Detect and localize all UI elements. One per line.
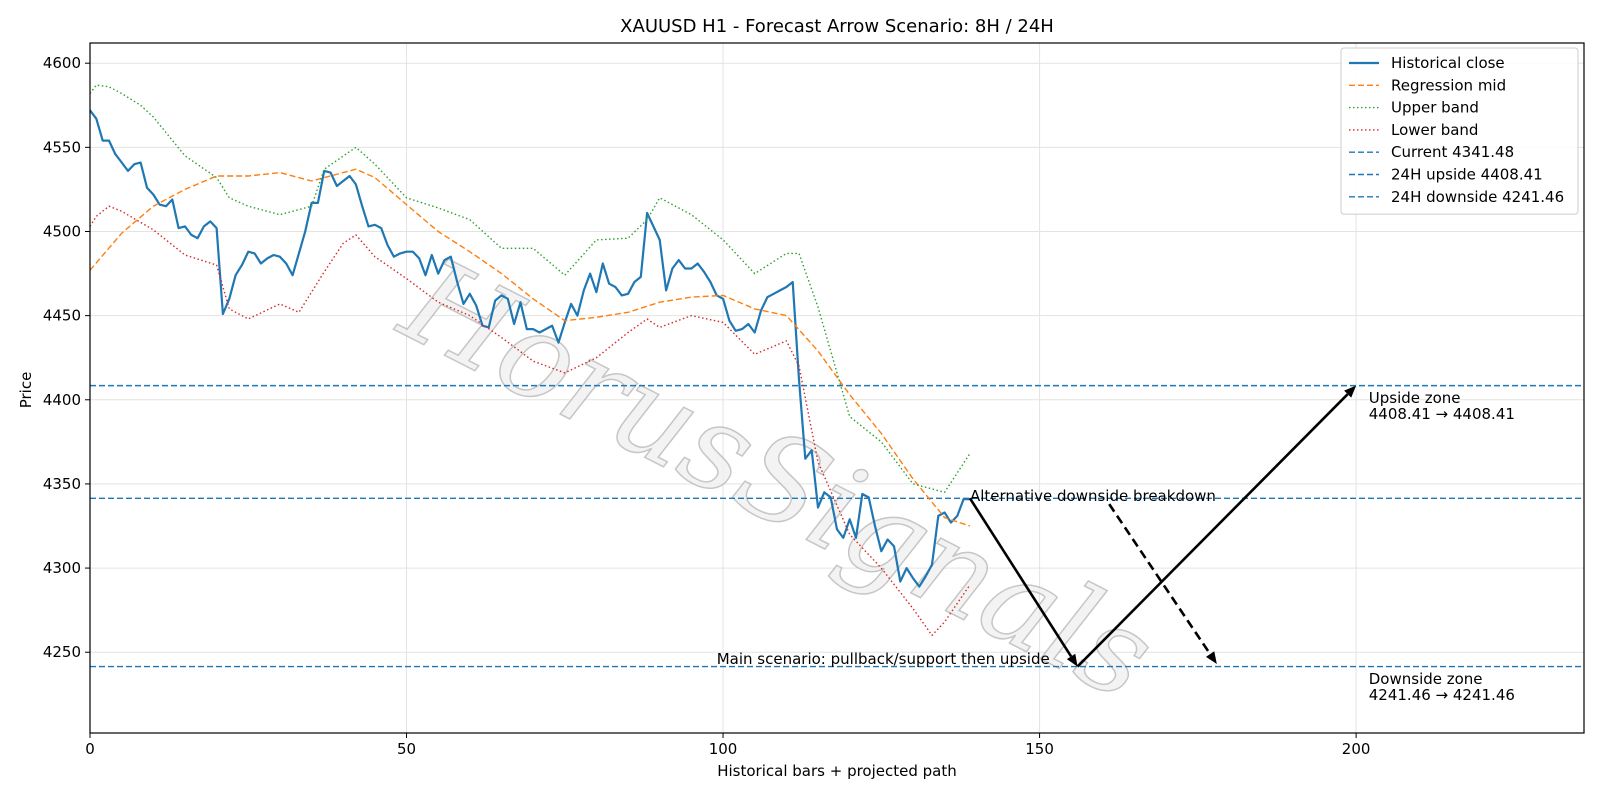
- series-line: [89, 109, 970, 588]
- y-axis-label: Price: [17, 372, 35, 409]
- zone-annotation: Upside zone: [1369, 389, 1461, 407]
- legend-label: Lower band: [1391, 121, 1478, 139]
- legend-label: 24H downside 4241.46: [1391, 188, 1564, 206]
- zone-annotation: Downside zone: [1369, 670, 1483, 688]
- axis-ticks: 0 50 100 150 200 4250 4300 4350 4400 4450 4500 4550…: [43, 54, 1371, 758]
- y-tick-label: 4350: [43, 475, 81, 493]
- legend-label: Upper band: [1391, 99, 1479, 117]
- legend-box: [1340, 47, 1579, 215]
- legend-label: Current 4341.48: [1391, 143, 1514, 161]
- series-line: [89, 205, 971, 637]
- series-lines: [89, 84, 971, 637]
- x-axis-label: Historical bars + projected path: [717, 762, 957, 780]
- y-tick-label: 4250: [43, 643, 81, 661]
- legend-label: Historical close: [1391, 54, 1505, 72]
- x-tick-label: 0: [85, 740, 95, 758]
- x-tick-label: 200: [1342, 740, 1371, 758]
- x-tick-label: 150: [1025, 740, 1054, 758]
- forecast-arrow-head: [1205, 651, 1217, 664]
- chart-title: XAUUSD H1 - Forecast Arrow Scenario: 8H …: [620, 16, 1054, 37]
- y-tick-label: 4500: [43, 222, 81, 240]
- y-tick-label: 4600: [43, 54, 81, 72]
- legend: Historical close Regression mid Upper band…: [1340, 47, 1579, 215]
- annotations: Alternative downside breakdown Main scena…: [717, 389, 1515, 704]
- legend-label: Regression mid: [1391, 76, 1506, 94]
- scenario-annotation: Alternative downside breakdown: [970, 487, 1216, 505]
- y-tick-label: 4450: [43, 307, 81, 325]
- y-tick-label: 4400: [43, 391, 81, 409]
- y-tick-label: 4550: [43, 138, 81, 156]
- scenario-annotation: Main scenario: pullback/support then ups…: [717, 650, 1050, 668]
- forecast-arrow-line: [1108, 503, 1212, 655]
- y-tick-label: 4300: [43, 559, 81, 577]
- x-tick-label: 50: [397, 740, 416, 758]
- level-lines: [90, 384, 1584, 668]
- forecast-arrow-line: [1076, 393, 1349, 668]
- forecast-arrows: [968, 385, 1357, 668]
- forecast-arrow-head: [1344, 385, 1357, 398]
- forecast-arrow-head: [1066, 653, 1078, 667]
- forecast-arrow-line: [968, 497, 1073, 658]
- plot-frame: [89, 42, 1585, 734]
- legend-label: 24H upside 4408.41: [1391, 166, 1543, 184]
- series-line: [89, 84, 971, 493]
- x-tick-label: 100: [709, 740, 738, 758]
- zone-annotation: 4408.41 → 4408.41: [1369, 405, 1515, 423]
- grid: [89, 43, 1584, 733]
- zone-annotation: 4241.46 → 4241.46: [1369, 686, 1515, 704]
